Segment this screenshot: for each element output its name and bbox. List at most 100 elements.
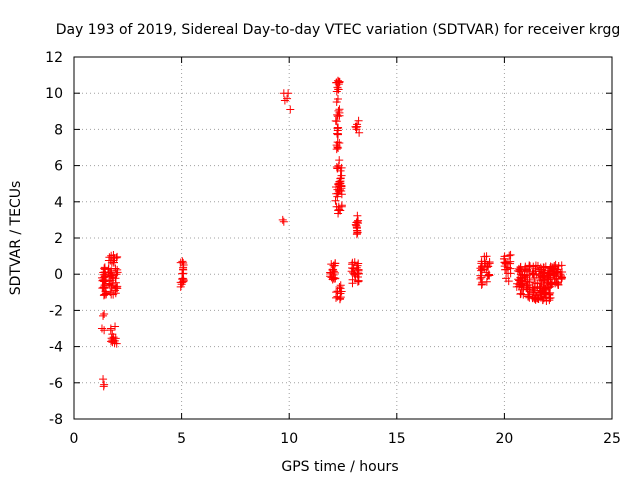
data-point [477, 273, 486, 282]
data-point [99, 375, 108, 384]
data-point [516, 290, 525, 299]
data-point [331, 196, 340, 205]
data-point [524, 290, 533, 299]
data-point [521, 277, 530, 286]
y-tick-label: 2 [54, 231, 63, 247]
data-point [552, 278, 561, 287]
data-point [279, 217, 288, 226]
data-point [334, 85, 343, 94]
data-point [476, 274, 485, 283]
data-point [520, 270, 529, 279]
data-points [97, 76, 567, 391]
y-tick-label: 4 [54, 195, 63, 211]
data-point [354, 276, 363, 285]
y-tick-label: 0 [54, 267, 63, 283]
data-point [176, 282, 185, 291]
data-point [523, 282, 532, 291]
data-point [482, 268, 491, 277]
data-point [106, 287, 115, 296]
data-point [535, 265, 544, 274]
data-point [332, 145, 341, 154]
data-point [499, 254, 508, 263]
data-point [355, 128, 364, 137]
y-tick-label: 12 [45, 50, 63, 66]
y-tick-label: -6 [49, 376, 63, 392]
y-tick-label: -2 [49, 303, 63, 319]
data-point [557, 261, 566, 270]
data-point [99, 382, 108, 391]
data-point [516, 289, 525, 298]
data-point [333, 164, 342, 173]
data-point [505, 251, 514, 260]
data-point [109, 333, 118, 342]
data-point [178, 257, 187, 266]
data-point [477, 259, 486, 268]
data-point [539, 263, 548, 272]
data-point [327, 260, 336, 269]
data-point [528, 294, 537, 303]
y-axis-label: SDTVAR / TECUs [8, 181, 24, 296]
data-point [556, 271, 565, 280]
data-point [330, 268, 339, 277]
y-tick-label: 6 [54, 159, 63, 175]
data-point [480, 265, 489, 274]
data-point [478, 280, 487, 289]
data-point [284, 89, 293, 98]
data-point [515, 280, 524, 289]
data-point [104, 265, 113, 274]
data-point [525, 275, 534, 284]
chart-title: Day 193 of 2019, Sidereal Day-to-day VTE… [56, 22, 621, 38]
data-point [353, 217, 362, 226]
x-tick-label: 10 [280, 431, 298, 447]
data-point [179, 275, 188, 284]
data-point [553, 267, 562, 276]
data-point [333, 138, 342, 147]
data-point [337, 190, 346, 199]
data-point [329, 267, 338, 276]
data-point [335, 105, 344, 114]
data-point [337, 181, 346, 190]
x-tick-label: 0 [70, 431, 79, 447]
data-point [100, 310, 109, 319]
data-point [531, 261, 540, 270]
data-point [354, 269, 363, 278]
data-point [336, 293, 345, 302]
y-tick-label: 8 [54, 122, 63, 138]
data-point [286, 105, 295, 114]
data-point [530, 273, 539, 282]
y-tick-label: -8 [49, 412, 63, 428]
data-point [331, 116, 340, 125]
data-point [107, 283, 116, 292]
data-point [97, 324, 106, 333]
data-point [333, 126, 342, 135]
data-point [502, 260, 511, 269]
data-point [354, 269, 363, 278]
data-point [554, 265, 563, 274]
data-point [553, 279, 562, 288]
data-point [482, 277, 491, 286]
data-point [335, 295, 344, 304]
data-point [111, 334, 120, 343]
data-point [335, 139, 344, 148]
data-point [280, 96, 289, 105]
data-point [178, 258, 187, 267]
data-point [331, 293, 340, 302]
x-tick-label: 20 [495, 431, 513, 447]
data-point [542, 297, 551, 306]
data-point [335, 185, 344, 194]
data-point [504, 277, 513, 286]
data-point [335, 77, 344, 86]
data-point [335, 282, 344, 291]
data-point [278, 215, 287, 224]
data-point [525, 261, 534, 270]
data-point [112, 253, 121, 262]
data-point [550, 262, 559, 271]
data-point [334, 106, 343, 115]
data-point [111, 264, 120, 273]
x-axis-label: GPS time / hours [281, 459, 398, 475]
data-point [106, 324, 115, 333]
data-point [109, 258, 118, 267]
data-point [352, 223, 361, 232]
data-point [547, 280, 556, 289]
